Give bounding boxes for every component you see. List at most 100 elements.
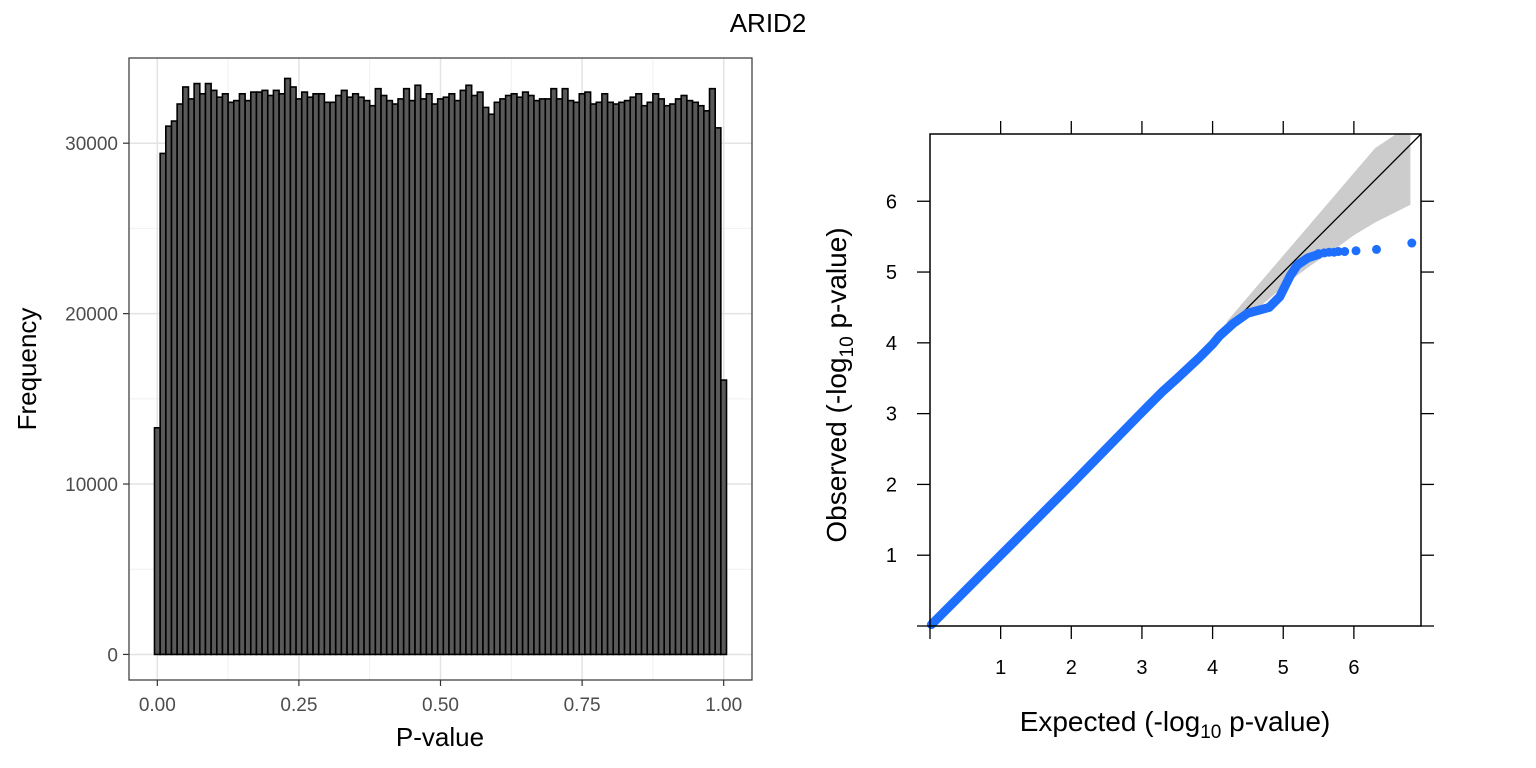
qq-x-tick-label: 3 bbox=[1136, 657, 1147, 679]
histogram-bar bbox=[646, 101, 654, 656]
histogram-bar bbox=[385, 99, 394, 656]
histogram-bar bbox=[176, 103, 184, 656]
histogram-bar bbox=[431, 103, 439, 656]
histogram-bar bbox=[680, 94, 688, 656]
histogram-bar bbox=[357, 96, 365, 656]
histogram-bar bbox=[629, 96, 637, 656]
histogram-y-tick-label: 20000 bbox=[65, 305, 118, 326]
histogram-y-tick-label: 0 bbox=[107, 645, 118, 666]
histogram-bar bbox=[380, 94, 388, 656]
histogram-y-tick-label: 10000 bbox=[65, 475, 118, 496]
histogram-bar bbox=[533, 99, 541, 656]
histogram-bar bbox=[295, 98, 303, 656]
histogram-bar bbox=[159, 152, 167, 656]
histogram-bar bbox=[487, 113, 496, 656]
histogram-bar bbox=[391, 103, 399, 656]
histogram-bar bbox=[363, 99, 371, 656]
histogram-bar bbox=[459, 89, 467, 656]
qq-observed-points bbox=[926, 249, 1324, 630]
qq-plot-panel: 1 2 3 4 5 6 1 2 3 4 5 6 Expected (-log10 p-value) O… bbox=[821, 121, 1434, 743]
histogram-x-tick-label: 0.00 bbox=[139, 695, 176, 716]
histogram-bar bbox=[623, 99, 632, 656]
histogram-x-tick-label: 1.00 bbox=[705, 695, 742, 716]
qq-y-tick-label: 3 bbox=[886, 404, 897, 426]
histogram-bar bbox=[283, 77, 292, 656]
qq-x-tick-label: 4 bbox=[1207, 657, 1218, 679]
histogram-bar bbox=[561, 87, 569, 656]
histogram-bar bbox=[215, 96, 224, 656]
histogram-bar bbox=[436, 98, 445, 656]
histogram-bar bbox=[657, 98, 666, 656]
qq-point bbox=[1407, 238, 1417, 248]
histogram-bar bbox=[493, 101, 501, 656]
histogram-bar bbox=[278, 92, 286, 656]
figure-title: ARID2 bbox=[730, 8, 807, 38]
histogram-bar bbox=[697, 104, 705, 656]
histogram-panel: 0.00 0.25 0.50 0.75 1.00 0 10000 20000 30000 P-v… bbox=[12, 57, 753, 752]
qq-confidence-band bbox=[1226, 134, 1411, 333]
histogram-bar bbox=[686, 99, 694, 656]
histogram-bar bbox=[351, 92, 360, 656]
histogram-bar bbox=[323, 101, 331, 656]
qq-y-tick-label: 6 bbox=[886, 191, 897, 213]
histogram-bar bbox=[402, 87, 411, 656]
histogram-bar bbox=[652, 92, 660, 656]
histogram-bar bbox=[510, 92, 518, 656]
histogram-bar bbox=[266, 94, 275, 656]
histogram-bar bbox=[521, 91, 530, 656]
histogram-bar bbox=[516, 96, 524, 656]
histogram-bar bbox=[317, 92, 326, 656]
qq-y-tick-label: 2 bbox=[886, 474, 897, 496]
histogram-bar bbox=[720, 379, 728, 656]
histogram-bar bbox=[663, 104, 671, 656]
histogram-bar bbox=[249, 91, 258, 656]
histogram-bar bbox=[448, 92, 456, 656]
histogram-bar bbox=[470, 94, 479, 656]
histogram-bar bbox=[397, 98, 405, 656]
histogram-bar bbox=[182, 86, 190, 656]
histogram-bar bbox=[674, 98, 683, 656]
qq-y-tick-label: 5 bbox=[886, 262, 897, 284]
histogram-bar bbox=[640, 104, 649, 656]
histogram-bar bbox=[329, 101, 337, 656]
qq-x-tick-label: 6 bbox=[1348, 657, 1359, 679]
qq-y-axis-label: Observed (-log10 p-value) bbox=[821, 227, 858, 542]
histogram-bar bbox=[555, 98, 564, 656]
histogram-bar bbox=[340, 89, 348, 656]
histogram-bar bbox=[425, 92, 433, 656]
histogram-bar bbox=[595, 101, 603, 656]
histogram-x-tick-label: 0.50 bbox=[422, 695, 459, 716]
histogram-bar bbox=[550, 87, 558, 656]
histogram-bar bbox=[544, 98, 552, 656]
histogram-bar bbox=[504, 94, 513, 656]
histogram-bar bbox=[453, 99, 462, 656]
histogram-bar bbox=[567, 99, 575, 656]
histogram-x-tick-label: 0.75 bbox=[564, 695, 601, 716]
histogram-bars bbox=[153, 77, 728, 656]
histogram-y-axis-label: Frequency bbox=[12, 308, 42, 431]
histogram-bar bbox=[153, 426, 161, 656]
histogram-bar bbox=[374, 87, 382, 656]
histogram-bar bbox=[499, 98, 507, 656]
qq-point bbox=[1371, 244, 1381, 254]
histogram-bar bbox=[232, 99, 241, 656]
histogram-bar bbox=[198, 92, 207, 656]
qq-point bbox=[1333, 247, 1343, 257]
histogram-bar bbox=[578, 92, 586, 656]
histogram-bar bbox=[204, 82, 212, 656]
histogram-bar bbox=[584, 91, 592, 656]
histogram-bar bbox=[312, 92, 320, 656]
histogram-bar bbox=[572, 101, 581, 656]
histogram-axes: 0.00 0.25 0.50 0.75 1.00 0 10000 20000 30000 bbox=[65, 134, 742, 716]
qq-point bbox=[1340, 247, 1350, 257]
histogram-bar bbox=[669, 103, 677, 656]
qq-y-tick-label: 1 bbox=[886, 545, 897, 567]
histogram-bar bbox=[221, 92, 229, 656]
histogram-bar bbox=[708, 87, 716, 656]
histogram-bar bbox=[227, 101, 235, 656]
qq-confidence-band-area bbox=[1226, 134, 1411, 333]
histogram-bar bbox=[255, 91, 263, 656]
qq-point bbox=[1351, 246, 1361, 256]
histogram-bar bbox=[272, 89, 280, 656]
qq-x-axis-label: Expected (-log10 p-value) bbox=[1020, 706, 1331, 743]
